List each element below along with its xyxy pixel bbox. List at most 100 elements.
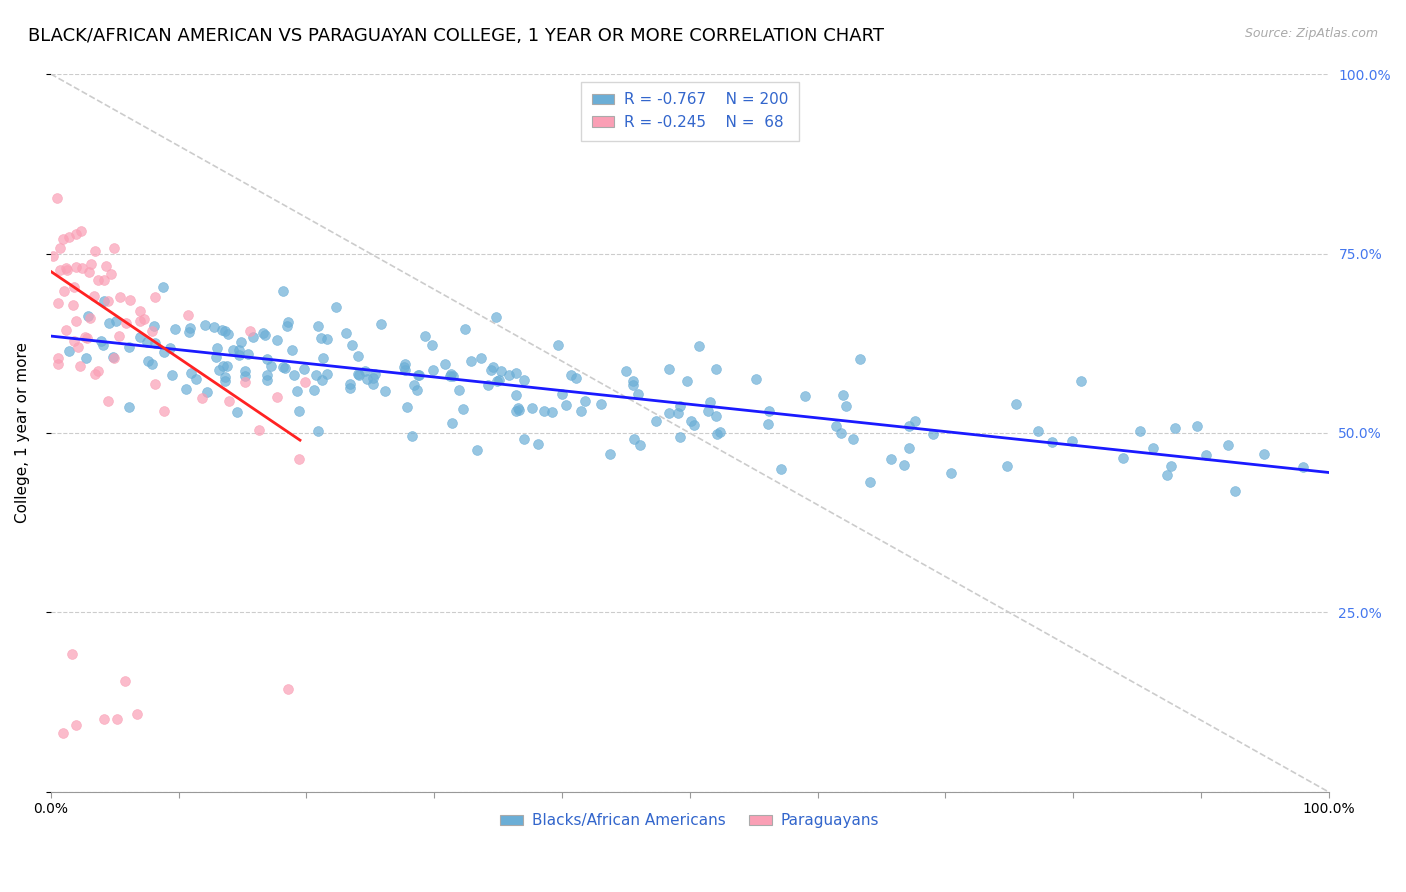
Point bbox=[98, 316, 121, 330]
Point bbox=[325, 300, 347, 314]
Point bbox=[76, 309, 98, 323]
Point bbox=[287, 451, 309, 466]
Point bbox=[141, 324, 163, 338]
Point bbox=[704, 409, 727, 423]
Point bbox=[309, 331, 332, 345]
Point bbox=[104, 313, 127, 327]
Point bbox=[676, 374, 699, 388]
Point bbox=[623, 432, 645, 446]
Point bbox=[253, 327, 276, 342]
Point bbox=[1253, 448, 1275, 462]
Point bbox=[103, 350, 125, 364]
Point bbox=[153, 345, 176, 359]
Point bbox=[242, 330, 264, 344]
Point bbox=[560, 368, 582, 383]
Point bbox=[228, 343, 250, 357]
Point bbox=[114, 674, 136, 689]
Point bbox=[283, 368, 305, 383]
Point bbox=[1129, 425, 1152, 439]
Point bbox=[96, 259, 118, 273]
Point bbox=[77, 265, 100, 279]
Point bbox=[277, 681, 299, 696]
Point bbox=[62, 279, 84, 293]
Point bbox=[60, 648, 83, 662]
Point bbox=[564, 371, 586, 385]
Point bbox=[395, 401, 418, 415]
Point bbox=[447, 383, 470, 397]
Point bbox=[65, 227, 87, 241]
Point bbox=[93, 293, 115, 308]
Point bbox=[859, 475, 882, 489]
Point bbox=[374, 384, 396, 398]
Point bbox=[339, 381, 361, 395]
Point bbox=[477, 377, 499, 392]
Point bbox=[401, 429, 423, 443]
Point bbox=[55, 323, 77, 337]
Point bbox=[271, 284, 294, 298]
Point bbox=[361, 377, 384, 392]
Point bbox=[49, 262, 72, 277]
Point bbox=[893, 458, 915, 472]
Point bbox=[75, 351, 97, 365]
Point bbox=[58, 343, 80, 358]
Point bbox=[231, 334, 253, 349]
Point bbox=[233, 364, 256, 378]
Point bbox=[479, 363, 502, 377]
Point bbox=[439, 369, 461, 384]
Point bbox=[658, 406, 681, 420]
Point bbox=[58, 230, 80, 244]
Point bbox=[364, 368, 387, 382]
Point bbox=[541, 405, 564, 419]
Point bbox=[75, 330, 97, 344]
Point bbox=[441, 368, 464, 383]
Point bbox=[668, 430, 690, 444]
Point bbox=[599, 447, 621, 461]
Point bbox=[830, 425, 852, 440]
Point bbox=[67, 340, 90, 354]
Point bbox=[129, 329, 152, 343]
Point bbox=[505, 388, 527, 402]
Point bbox=[247, 423, 270, 437]
Point bbox=[211, 323, 233, 337]
Legend: Blacks/African Americans, Paraguayans: Blacks/African Americans, Paraguayans bbox=[494, 807, 886, 835]
Point bbox=[339, 377, 361, 392]
Text: BLACK/AFRICAN AMERICAN VS PARAGUAYAN COLLEGE, 1 YEAR OR MORE CORRELATION CHART: BLACK/AFRICAN AMERICAN VS PARAGUAYAN COL… bbox=[28, 27, 884, 45]
Point bbox=[136, 334, 159, 349]
Point bbox=[405, 384, 427, 398]
Point bbox=[569, 404, 592, 418]
Point bbox=[1160, 459, 1182, 474]
Point bbox=[681, 414, 703, 428]
Point bbox=[1004, 397, 1026, 411]
Point bbox=[505, 366, 527, 380]
Point bbox=[422, 363, 444, 377]
Point bbox=[520, 401, 543, 416]
Point bbox=[256, 373, 278, 387]
Point bbox=[696, 404, 718, 418]
Point bbox=[108, 290, 131, 304]
Point bbox=[793, 388, 815, 402]
Point bbox=[208, 363, 231, 377]
Point bbox=[288, 403, 311, 417]
Point bbox=[555, 398, 578, 412]
Point bbox=[683, 417, 706, 432]
Point bbox=[1062, 434, 1084, 449]
Point bbox=[1292, 460, 1315, 475]
Point bbox=[1112, 451, 1135, 466]
Point bbox=[304, 383, 326, 397]
Point bbox=[65, 260, 87, 275]
Point bbox=[72, 260, 94, 275]
Point bbox=[204, 319, 226, 334]
Point bbox=[898, 418, 921, 433]
Point bbox=[922, 427, 945, 442]
Point bbox=[356, 372, 378, 386]
Point bbox=[115, 316, 138, 330]
Point bbox=[394, 359, 416, 374]
Point bbox=[370, 317, 392, 331]
Point bbox=[758, 403, 780, 417]
Point bbox=[315, 367, 337, 381]
Point bbox=[56, 263, 79, 277]
Point bbox=[489, 364, 512, 378]
Point bbox=[1156, 467, 1178, 482]
Point bbox=[117, 401, 139, 415]
Point bbox=[236, 347, 259, 361]
